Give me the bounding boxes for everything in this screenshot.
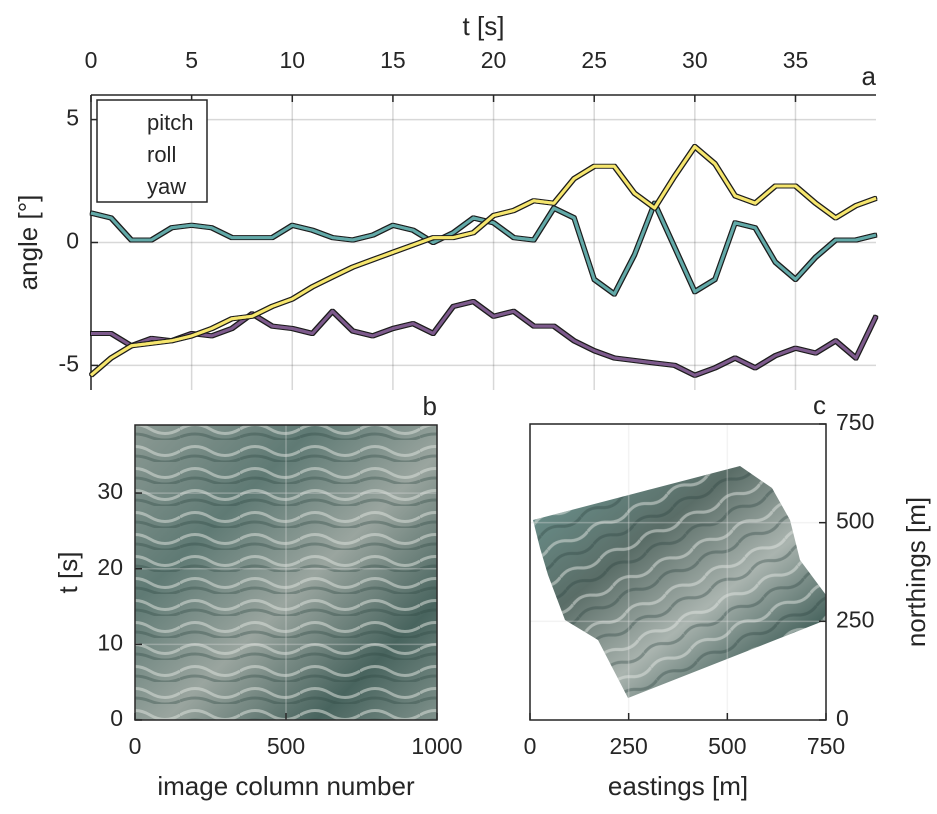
legend-label: yaw <box>147 174 186 199</box>
y-tick-label: 0 <box>836 705 849 731</box>
orthomosaic-image <box>533 466 826 698</box>
axes-box <box>134 424 438 721</box>
x-axis-label: eastings [m] <box>608 771 748 801</box>
x-tick-label: 0 <box>524 733 537 759</box>
x-tick-label: 10 <box>279 47 305 73</box>
y-axis-label: northings [m] <box>901 497 931 647</box>
y-tick-label: 30 <box>97 478 123 504</box>
panel-label: c <box>813 390 826 420</box>
y-tick-label: 750 <box>836 409 874 435</box>
x-tick-label: 1000 <box>411 733 462 759</box>
x-tick-label: 500 <box>708 733 746 759</box>
series-line <box>90 145 877 377</box>
y-tick-label: 10 <box>97 629 123 655</box>
legend-box <box>96 99 208 203</box>
y-axis-label: t [s] <box>53 552 83 594</box>
timestack-image <box>135 425 437 720</box>
axes-box <box>529 423 827 721</box>
x-tick-label: 15 <box>380 47 406 73</box>
y-axis-label: angle [°] <box>13 195 43 291</box>
y-tick-label: -5 <box>59 350 79 376</box>
legend: pitch roll yaw <box>96 99 208 203</box>
x-tick-label: 25 <box>581 47 607 73</box>
legend-label: pitch <box>147 110 193 135</box>
y-tick-label: 20 <box>97 554 123 580</box>
y-tick-label: 0 <box>66 228 79 254</box>
x-tick-label: 0 <box>129 733 142 759</box>
panel-label: a <box>862 61 877 91</box>
x-tick-label: 500 <box>267 733 305 759</box>
x-tick-label: 35 <box>783 47 809 73</box>
y-tick-label: 5 <box>66 105 79 131</box>
x-axis-label: t [s] <box>463 11 505 41</box>
x-tick-label: 750 <box>807 733 845 759</box>
x-tick-label: 20 <box>481 47 507 73</box>
y-tick-label: 500 <box>836 508 874 534</box>
panel-label: b <box>423 391 437 421</box>
series-line <box>91 300 878 377</box>
y-tick-label: 0 <box>110 705 123 731</box>
series-line <box>90 201 877 296</box>
x-axis-label: image column number <box>157 771 415 801</box>
x-tick-label: 5 <box>185 47 198 73</box>
x-tick-label: 0 <box>85 47 98 73</box>
x-tick-label: 30 <box>682 47 708 73</box>
legend-label: roll <box>147 142 176 167</box>
y-tick-label: 250 <box>836 606 874 632</box>
x-tick-label: 250 <box>609 733 647 759</box>
